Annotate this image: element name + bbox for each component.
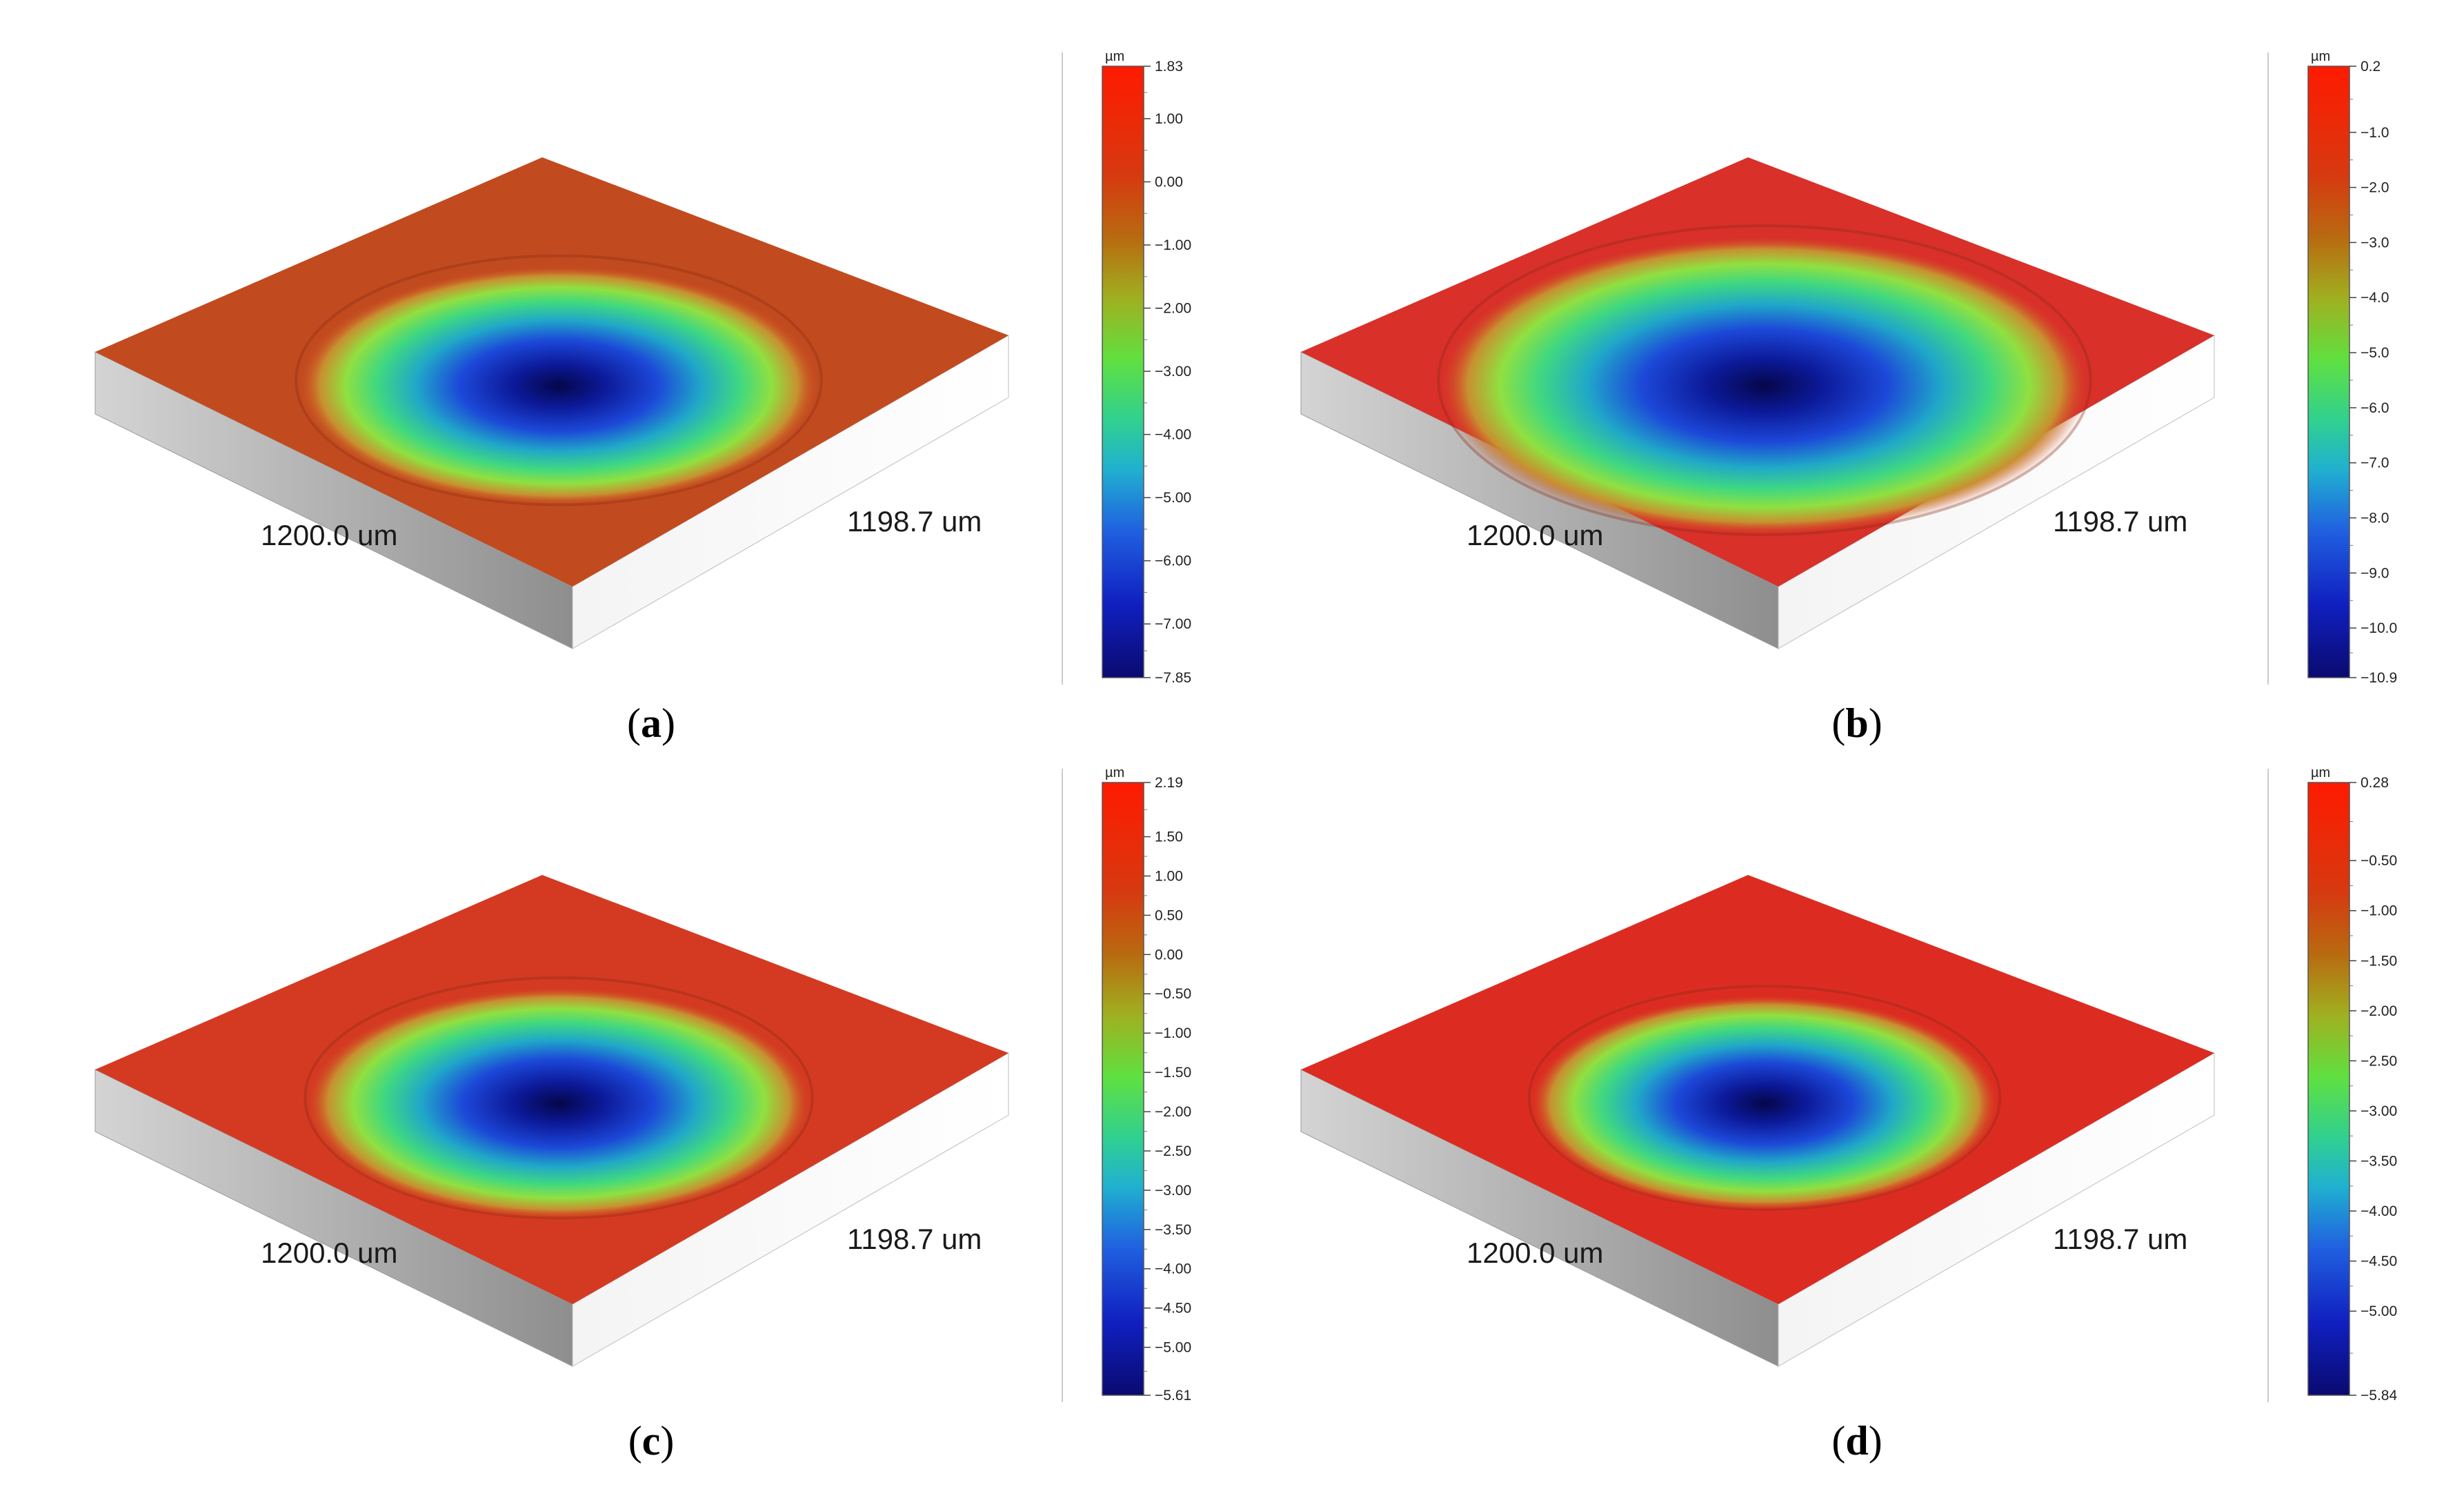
colorbar-tick-label: −3.00 [2361,1103,2397,1119]
y-extent-label: 1198.7 um [2053,505,2187,538]
colorbar-tick-label: −7.0 [2361,455,2389,471]
caption-close: ) [662,700,675,746]
colorbar-tick-label: 0.2 [2361,59,2381,75]
colorbar-tick-label: −4.00 [1155,1261,1191,1277]
colorbar-tick-label: −4.50 [1155,1301,1191,1317]
panel-caption: (a) [627,700,675,746]
colorbar-tick-label: 1.00 [1155,868,1183,884]
colorbar-tick-label: −3.00 [1155,364,1191,380]
colorbar-unit: µm [2311,765,2330,780]
colorbar-tick-label: −0.50 [2361,853,2397,869]
slab-right-side [572,1052,1009,1367]
colorbar-unit: µm [2311,49,2330,64]
colorbar-tick-label: 0.50 [1155,907,1183,923]
colorbar-tick-label: −2.50 [1155,1143,1191,1159]
colorbar-unit: µm [1105,49,1124,64]
colorbar-tick-label: −4.00 [2361,1203,2397,1219]
colorbar-tick-label: −6.00 [1155,553,1191,569]
colorbar-tick-label: −6.0 [2361,400,2389,416]
caption-open: ( [1831,1418,1845,1464]
colorbar-tick-label: −3.50 [2361,1153,2397,1169]
caption-close: ) [660,1418,674,1464]
colorbar-tick-label: −10.9 [2361,670,2397,686]
colorbar-tick-label: −2.0 [2361,180,2389,196]
caption-close: ) [1869,700,1882,746]
colorbar-tick-label: −4.50 [2361,1254,2397,1270]
panel-b: 1200.0 um 1198.7 um µm 0.2 −1.0 −2.0 −3.0 −4.0 −… [1300,49,2397,746]
dimple-heatmap [308,987,810,1219]
colorbar-tick-label: −9.0 [2361,565,2389,581]
colorbar-tick-label: −7.00 [1155,616,1191,632]
colorbar-tick-label: 1.83 [1155,59,1183,75]
colorbar-tick-label: −5.84 [2361,1388,2397,1404]
panel-caption: (d) [1831,1418,1882,1464]
colorbar [1102,782,1144,1396]
dimple-heatmap [1531,996,1998,1211]
x-extent-label: 1200.0 um [261,1237,397,1269]
caption-open: ( [627,700,641,746]
colorbar-tick-label: −3.00 [1155,1183,1191,1199]
caption-letter: a [641,700,662,746]
slab-right-side [572,335,1009,649]
colorbar-tick-label: −7.85 [1155,670,1191,686]
colorbar-tick-label: −10.0 [2361,620,2397,636]
panel-a: 1200.0 um 1198.7 um µm 1.83 1.00 0.00 −1.00 −2.… [95,49,1191,746]
colorbar-tick-label: −1.50 [2361,953,2397,969]
colorbar-tick-label: −3.50 [1155,1222,1191,1238]
colorbar-tick-label: −4.00 [1155,427,1191,443]
caption-letter: d [1845,1418,1868,1464]
caption-open: ( [628,1418,642,1464]
panel-c: 1200.0 um 1198.7 um µm 2.19 1.50 1.00 0.50 0.00… [95,765,1191,1464]
colorbar-tick-label: 0.00 [1155,947,1183,963]
colorbar-tick-label: −5.00 [1155,490,1191,506]
colorbar-unit: µm [1105,765,1124,780]
colorbar-tick-label: −8.0 [2361,511,2389,526]
panel-caption: (c) [628,1418,675,1464]
dimple-heatmap [299,266,819,506]
caption-close: ) [1869,1418,1882,1464]
colorbar-tick-label: −1.00 [1155,237,1191,253]
caption-open: ( [1831,700,1845,746]
y-extent-label: 1198.7 um [847,1223,982,1255]
panel-caption: (b) [1831,700,1882,746]
colorbar-tick-label: −1.50 [1155,1065,1191,1081]
caption-letter: b [1845,700,1868,746]
y-extent-label: 1198.7 um [847,505,982,538]
x-extent-label: 1200.0 um [261,519,397,551]
colorbar-tick-label: −5.00 [2361,1303,2397,1319]
colorbar [1102,66,1144,678]
colorbar-tick-label: −5.0 [2361,345,2389,361]
colorbar-tick-label: −2.00 [1155,301,1191,317]
colorbar-tick-label: −5.00 [1155,1340,1191,1356]
colorbar-tick-label: −2.00 [1155,1104,1191,1120]
colorbar-tick-label: 0.28 [2361,775,2389,791]
colorbar-tick-label: −2.50 [2361,1053,2397,1069]
colorbar-tick-label: −1.00 [2361,903,2397,919]
colorbar-tick-label: −0.50 [1155,986,1191,1002]
colorbar-tick-label: 2.19 [1155,775,1183,791]
colorbar-tick-label: −1.00 [1155,1025,1191,1041]
x-extent-label: 1200.0 um [1467,519,1603,551]
dimple-rim [1437,224,2092,536]
colorbar-tick-label: 0.00 [1155,174,1183,190]
colorbar-tick-label: −1.0 [2361,125,2389,141]
dimple-heatmap [1442,237,2087,535]
y-extent-label: 1198.7 um [2053,1223,2187,1255]
colorbar-tick-label: −2.00 [2361,1003,2397,1019]
panel-d: 1200.0 um 1198.7 um µm 0.28 −0.50 −1.00 −1.50 −… [1300,765,2397,1464]
colorbar-tick-label: 1.50 [1155,829,1183,845]
x-extent-label: 1200.0 um [1467,1237,1603,1269]
caption-letter: c [642,1418,661,1464]
colorbar [2307,66,2350,678]
colorbar-tick-label: −5.61 [1155,1388,1191,1404]
colorbar-tick-label: −3.0 [2361,235,2389,250]
colorbar [2307,782,2350,1396]
colorbar-tick-label: 1.00 [1155,111,1183,127]
colorbar-tick-label: −4.0 [2361,290,2389,306]
